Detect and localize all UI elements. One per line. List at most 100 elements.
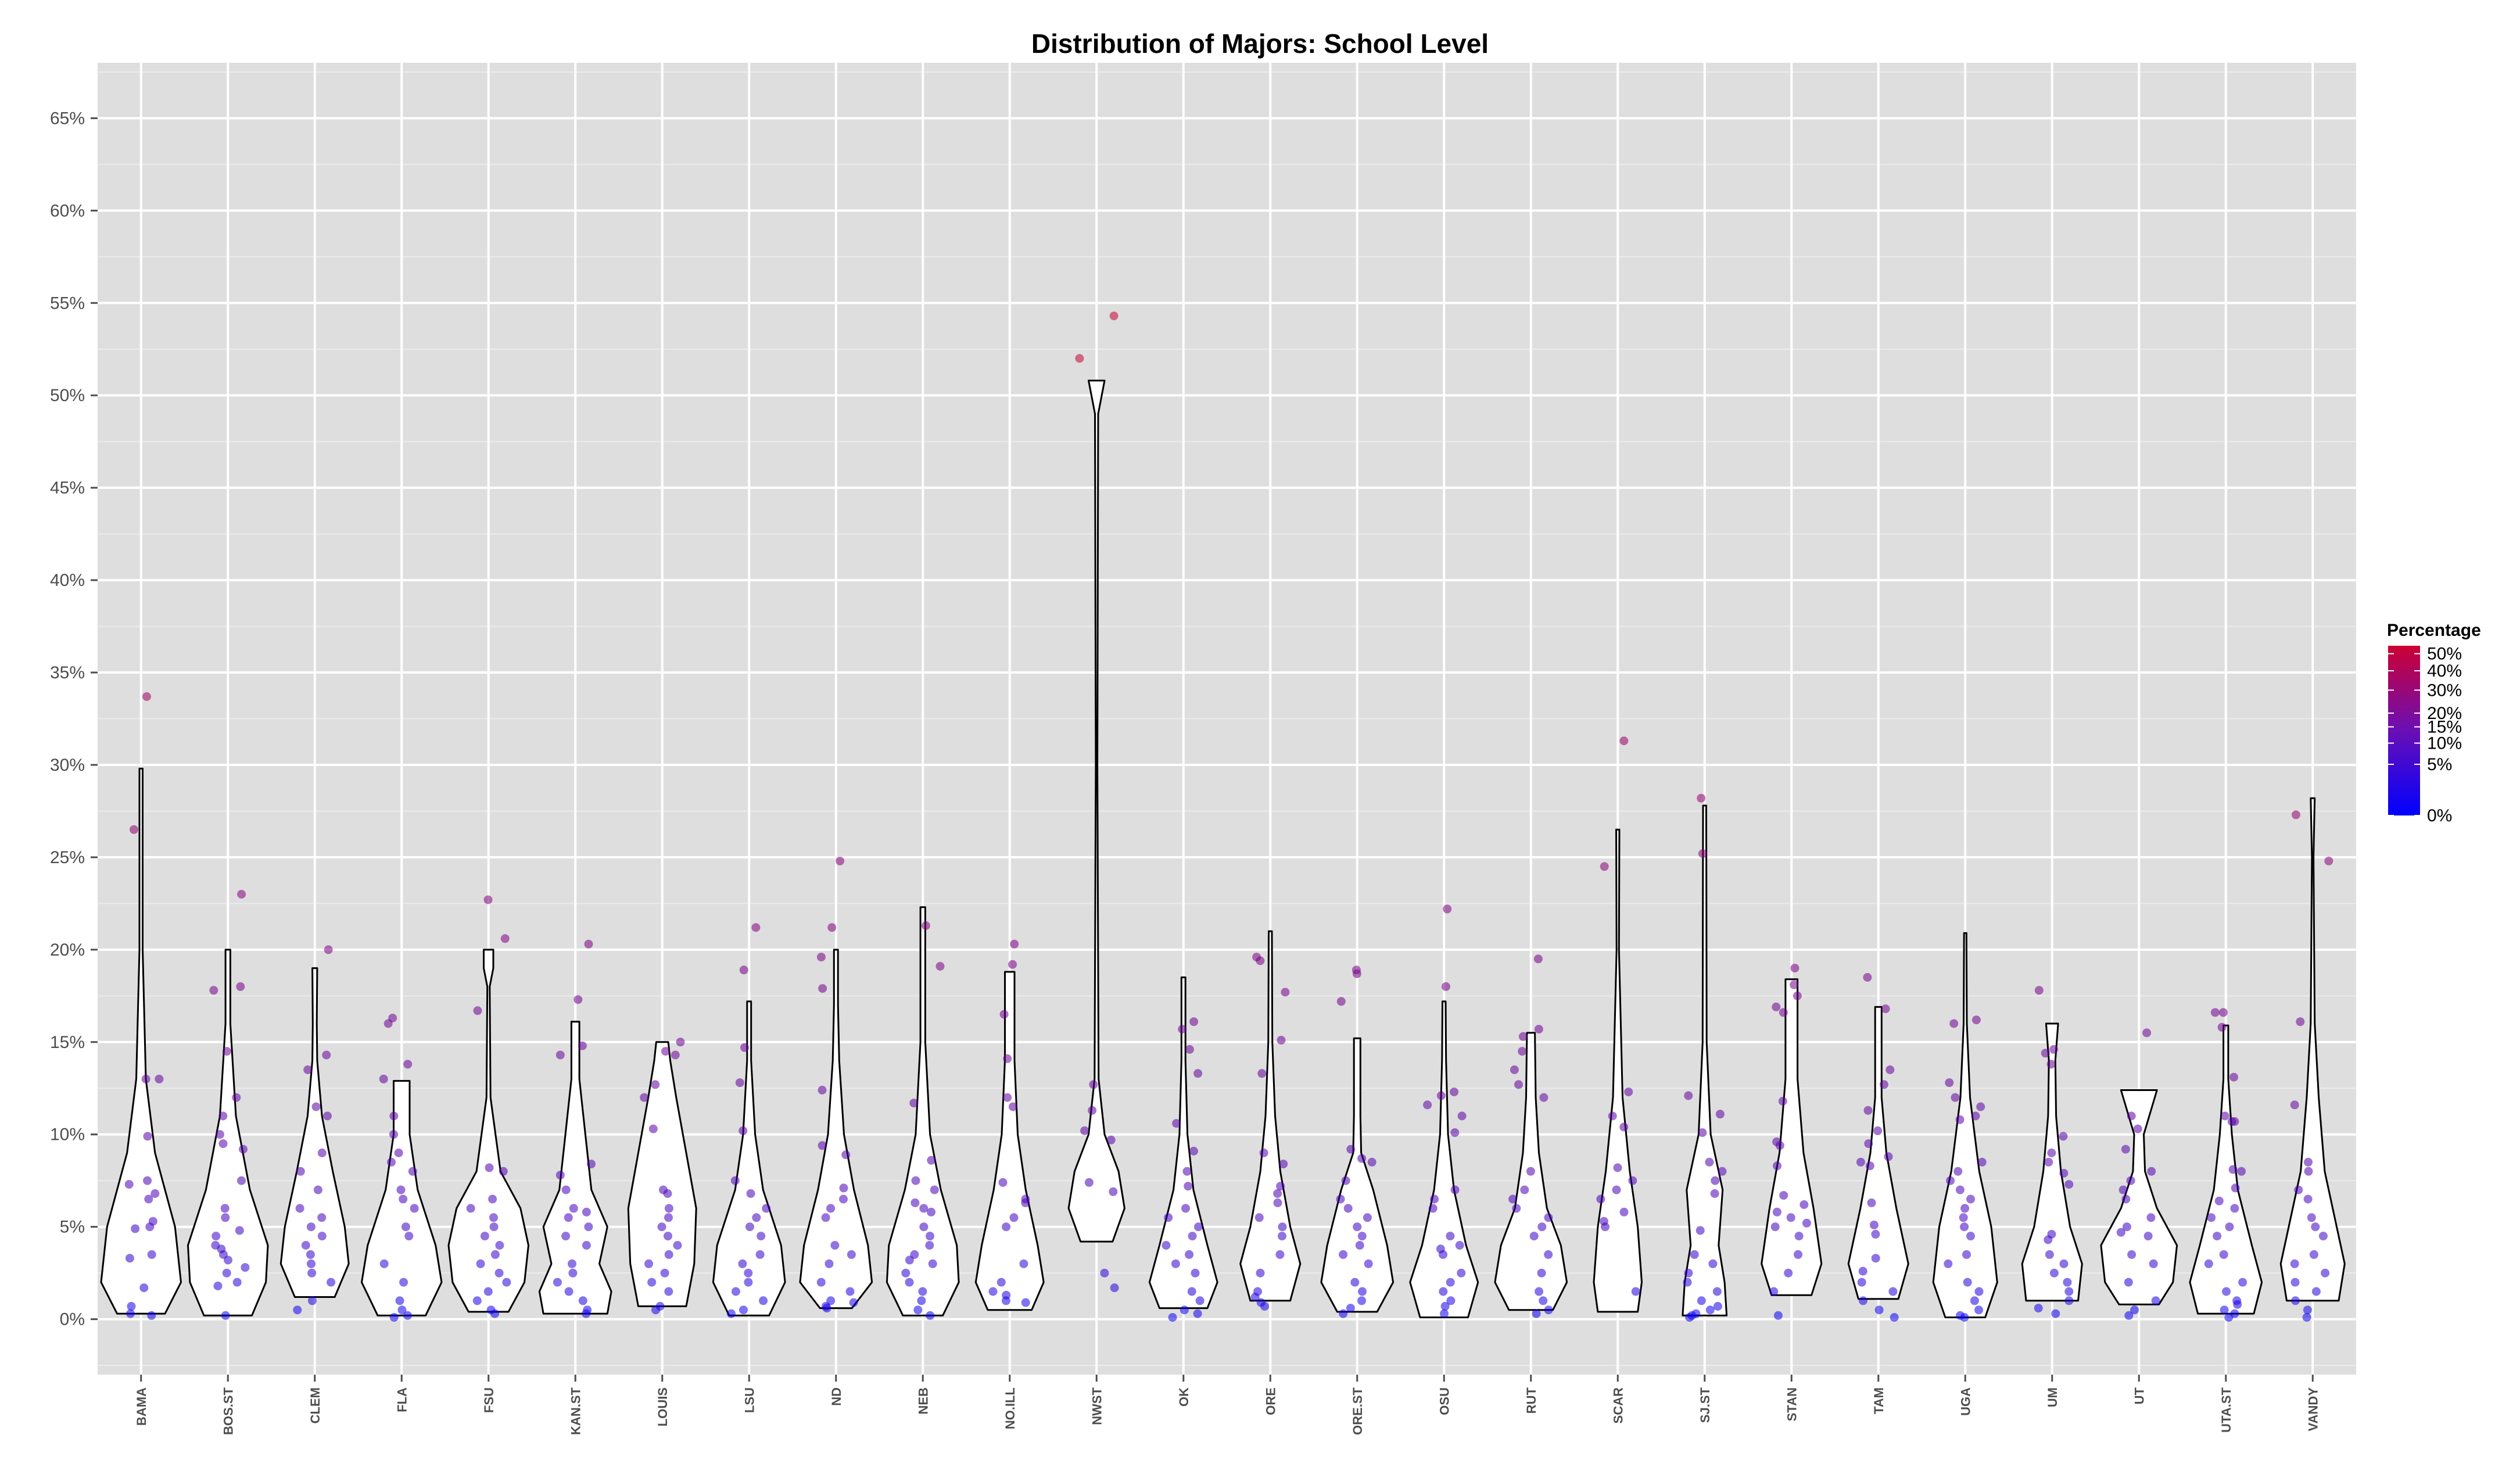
data-point	[212, 1232, 221, 1241]
violin-fsu	[447, 949, 529, 1313]
x-tick-label: TAM	[1872, 1387, 1886, 1414]
data-point	[911, 1198, 920, 1207]
data-point	[751, 923, 761, 932]
data-point	[395, 1296, 404, 1305]
data-point	[1871, 1229, 1880, 1239]
data-point	[1446, 1296, 1456, 1305]
data-point	[1363, 1213, 1372, 1222]
data-point	[839, 1183, 848, 1193]
legend-label: 20%	[2427, 704, 2462, 723]
violin-nd	[799, 949, 873, 1310]
data-point	[1773, 1311, 1783, 1320]
data-point	[935, 962, 945, 971]
data-point	[927, 1207, 935, 1217]
data-point	[1446, 1232, 1455, 1241]
data-point	[1885, 1065, 1895, 1074]
data-point	[1537, 1268, 1546, 1278]
data-point	[1612, 1185, 1621, 1194]
data-point	[1966, 1194, 1975, 1204]
x-tick-label: FLA	[395, 1387, 409, 1412]
data-point	[2204, 1259, 2213, 1268]
data-point	[466, 1204, 475, 1213]
legend-label: 10%	[2427, 734, 2462, 753]
data-point	[2116, 1228, 2125, 1237]
data-point	[1008, 960, 1017, 969]
data-point	[293, 1305, 302, 1315]
data-point	[2034, 1304, 2043, 1313]
data-point	[816, 953, 826, 962]
data-point	[1859, 1296, 1867, 1305]
data-point	[1003, 1054, 1012, 1063]
data-point	[1341, 1176, 1350, 1185]
data-point	[1778, 1097, 1787, 1106]
x-tick-label: UT	[2132, 1387, 2146, 1404]
data-point	[147, 1250, 156, 1259]
data-point	[218, 1111, 228, 1121]
data-point	[2304, 1167, 2313, 1176]
data-point	[1697, 793, 1706, 803]
data-point	[2124, 1311, 2134, 1320]
data-point	[241, 1263, 250, 1272]
data-point	[647, 1278, 657, 1287]
data-point	[145, 1222, 155, 1232]
violin-scar	[1593, 828, 1643, 1313]
data-point	[1440, 1301, 1450, 1311]
data-point	[1945, 1078, 1954, 1088]
data-point	[564, 1213, 573, 1222]
data-point	[996, 1278, 1006, 1287]
y-tick-label: 30%	[50, 756, 85, 775]
data-point	[569, 1204, 578, 1213]
data-point	[1440, 1309, 1449, 1318]
data-point	[757, 1232, 766, 1241]
x-tick-label: OK	[1177, 1387, 1191, 1407]
data-point	[918, 1287, 927, 1296]
data-point	[1962, 1250, 1971, 1259]
data-point	[825, 1259, 834, 1268]
data-point	[998, 1178, 1008, 1187]
data-point	[901, 1268, 911, 1278]
data-point	[1339, 1309, 1348, 1318]
data-point	[660, 1268, 669, 1278]
data-point	[1794, 1232, 1804, 1241]
x-tick-label: UGA	[1958, 1387, 1973, 1416]
data-point	[1436, 1091, 1446, 1100]
data-point	[561, 1185, 571, 1194]
data-point	[663, 1189, 672, 1198]
data-point	[324, 945, 333, 954]
data-point	[1446, 1278, 1455, 1287]
data-point	[311, 1102, 321, 1111]
data-point	[1278, 1222, 1287, 1232]
data-point	[1353, 1222, 1362, 1232]
data-point	[1195, 1296, 1205, 1305]
data-point	[1888, 1287, 1898, 1296]
data-point	[1711, 1176, 1720, 1185]
data-point	[2230, 1204, 2239, 1213]
data-point	[1510, 1065, 1519, 1074]
data-point	[1367, 1157, 1376, 1167]
data-point	[2225, 1222, 2234, 1232]
data-point	[2324, 856, 2333, 865]
data-point	[399, 1194, 408, 1204]
data-point	[818, 1086, 827, 1094]
data-point	[1189, 1146, 1198, 1156]
data-point	[1273, 1189, 1282, 1198]
data-point	[379, 1259, 389, 1268]
data-point	[2222, 1287, 2231, 1296]
legend-colorbar	[2388, 646, 2420, 815]
data-point	[2224, 1313, 2234, 1322]
data-point	[222, 1268, 231, 1278]
data-point	[2218, 1008, 2228, 1017]
data-point	[755, 1250, 765, 1259]
y-tick-label: 35%	[50, 663, 85, 682]
data-point	[1518, 1047, 1527, 1056]
data-point	[1273, 1198, 1282, 1207]
data-point	[2303, 1194, 2313, 1204]
y-tick-label: 0%	[60, 1310, 85, 1329]
data-point	[2304, 1157, 2313, 1167]
data-point	[2291, 1296, 2300, 1305]
data-point	[640, 1093, 649, 1102]
data-point	[578, 1041, 587, 1050]
y-tick-label: 45%	[50, 478, 85, 498]
data-point	[399, 1278, 408, 1287]
data-point	[2311, 1287, 2321, 1296]
